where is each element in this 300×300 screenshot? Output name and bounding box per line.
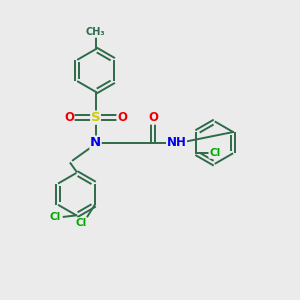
Text: S: S — [91, 111, 100, 124]
Text: Cl: Cl — [209, 148, 220, 158]
Text: O: O — [148, 111, 158, 124]
Text: O: O — [64, 111, 74, 124]
Text: N: N — [90, 136, 101, 149]
Text: Cl: Cl — [76, 218, 87, 228]
Text: CH₃: CH₃ — [86, 27, 105, 37]
Text: Cl: Cl — [49, 212, 61, 222]
Text: NH: NH — [167, 136, 186, 149]
Text: O: O — [117, 111, 127, 124]
